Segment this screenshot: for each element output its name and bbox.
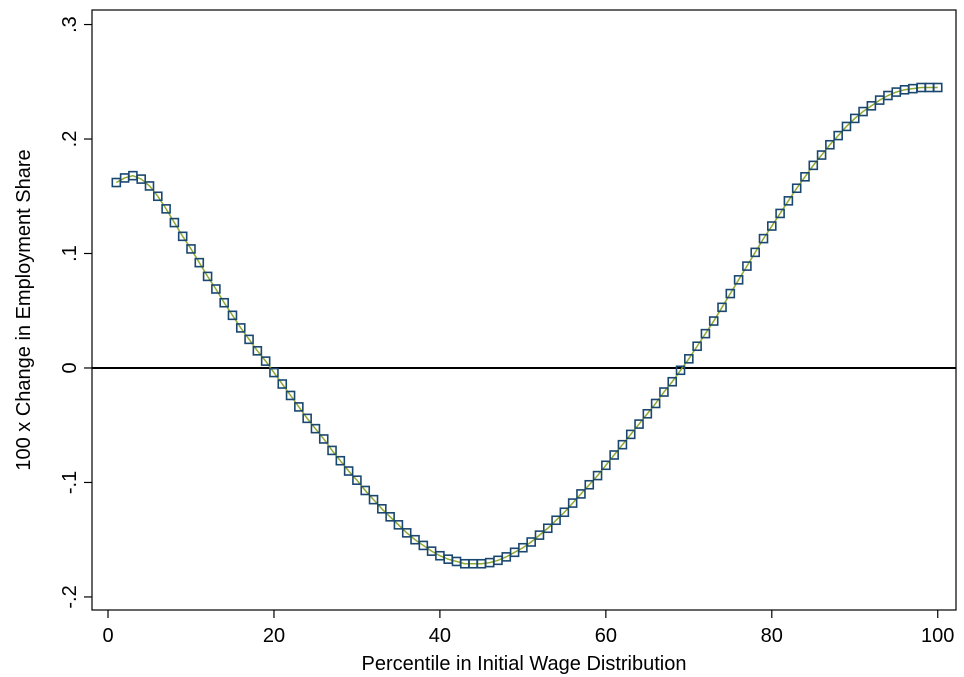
data-point xyxy=(343,466,354,476)
plot-frame xyxy=(91,9,957,611)
data-point xyxy=(260,356,271,366)
data-point xyxy=(601,460,611,471)
data-point xyxy=(592,470,603,481)
data-point xyxy=(211,284,221,294)
data-point xyxy=(932,82,943,93)
data-point xyxy=(791,183,802,194)
data-point xyxy=(252,346,263,356)
data-point xyxy=(169,217,180,228)
y-axis-label: 100 x Change in Employment Share xyxy=(13,149,35,470)
data-point xyxy=(327,445,337,456)
data-point xyxy=(360,485,371,496)
data-point xyxy=(542,523,553,534)
data-point xyxy=(526,537,536,547)
data-point xyxy=(269,367,279,378)
data-point xyxy=(294,402,304,412)
data-point xyxy=(858,106,868,117)
data-point xyxy=(385,512,395,522)
x-tick-label: 40 xyxy=(429,625,451,647)
data-point xyxy=(825,139,835,150)
data-point xyxy=(625,429,636,440)
data-point xyxy=(866,101,877,111)
data-point xyxy=(659,387,669,397)
data-point xyxy=(675,365,686,376)
data-point xyxy=(725,288,736,299)
series-line xyxy=(115,86,938,565)
x-tick-label: 60 xyxy=(595,625,617,647)
data-point xyxy=(775,208,785,219)
y-tick-label: .3 xyxy=(59,16,81,33)
data-point xyxy=(766,221,777,231)
data-point xyxy=(302,413,312,424)
data-point xyxy=(177,231,188,242)
data-point xyxy=(667,376,678,387)
data-point xyxy=(758,233,769,244)
data-point xyxy=(692,341,702,352)
data-point xyxy=(194,257,205,268)
data-point xyxy=(816,150,827,160)
data-point xyxy=(227,310,238,321)
data-point xyxy=(800,172,810,182)
data-point xyxy=(401,528,412,538)
data-point xyxy=(849,113,860,124)
data-point xyxy=(219,297,229,308)
data-point xyxy=(650,398,661,409)
y-tick-label: .1 xyxy=(59,245,81,262)
data-point xyxy=(285,390,296,401)
data-point xyxy=(244,334,254,345)
y-tick-label: -.2 xyxy=(59,585,81,608)
data-point xyxy=(576,489,586,499)
data-point xyxy=(186,244,196,254)
data-point xyxy=(634,419,644,429)
data-point xyxy=(318,434,329,444)
data-point xyxy=(742,261,752,271)
data-point xyxy=(136,174,147,184)
data-point xyxy=(368,494,379,505)
data-point xyxy=(733,275,744,285)
data-point xyxy=(518,542,528,553)
data-point xyxy=(152,191,163,202)
x-tick-label: 100 xyxy=(921,625,954,647)
data-point xyxy=(808,160,819,171)
data-point xyxy=(335,455,346,466)
x-axis-label: Percentile in Initial Wage Distribution xyxy=(362,653,687,675)
data-point xyxy=(277,379,288,389)
data-point xyxy=(750,247,761,258)
data-point xyxy=(609,450,619,460)
data-point xyxy=(410,534,420,545)
data-point xyxy=(310,423,321,434)
data-point xyxy=(551,515,561,526)
x-tick-label: 0 xyxy=(102,625,113,647)
y-tick-label: .2 xyxy=(59,131,81,148)
data-point xyxy=(642,408,653,419)
data-point xyxy=(202,271,213,282)
data-point xyxy=(617,439,628,450)
data-point xyxy=(377,503,387,514)
data-point xyxy=(144,181,155,191)
x-tick-label: 80 xyxy=(761,625,783,647)
data-point xyxy=(833,130,843,141)
data-point xyxy=(352,475,362,485)
data-point xyxy=(161,204,171,214)
data-point xyxy=(418,540,429,551)
x-tick-label: 20 xyxy=(263,625,285,647)
data-point xyxy=(534,530,545,540)
data-point xyxy=(708,316,719,326)
data-point xyxy=(700,328,711,339)
data-point xyxy=(235,323,246,333)
data-point xyxy=(567,498,578,508)
data-point xyxy=(841,121,852,132)
y-tick-label: 0 xyxy=(59,362,81,373)
data-point xyxy=(584,479,595,490)
data-point xyxy=(783,196,794,206)
data-point xyxy=(393,520,404,530)
data-point xyxy=(559,507,570,518)
data-point xyxy=(684,354,694,364)
y-tick-label: -.1 xyxy=(59,471,81,494)
data-point xyxy=(717,302,727,313)
